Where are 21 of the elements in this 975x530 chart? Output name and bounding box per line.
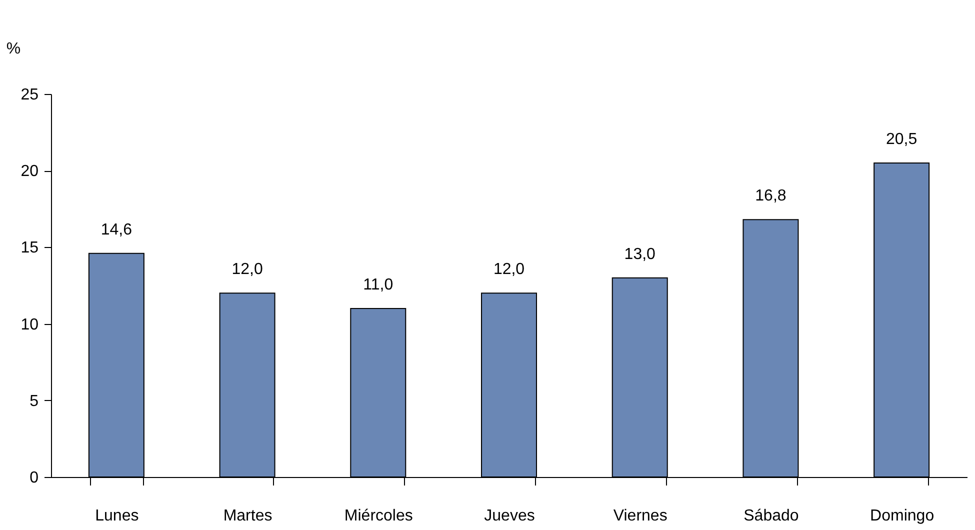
y-tick-label: 15 [20,240,39,257]
x-tick-label: Miércoles [344,508,413,524]
y-tick-label: 25 [20,86,39,104]
data-label: 14,6 [100,221,132,238]
data-label: 12,0 [232,261,263,278]
y-tick-label: 10 [20,316,39,334]
x-tick-label: Lunes [95,508,139,524]
y-axis-title: % [6,40,21,58]
y-tick-label: 5 [30,392,39,410]
x-tick-label: Domingo [870,508,934,524]
y-tick-label: 20 [20,163,39,180]
data-label: 20,5 [886,130,918,148]
data-label: 11,0 [363,276,394,294]
x-tick-label: Sábado [744,508,799,524]
data-label: 12,0 [493,261,525,278]
x-tick-label: Jueves [484,508,535,524]
x-tick-label: Martes [223,508,272,524]
x-tick-label: Viernes [613,508,668,524]
data-label: 13,0 [624,246,656,263]
y-tick-label: 0 [30,470,39,486]
data-label: 16,8 [755,188,786,205]
